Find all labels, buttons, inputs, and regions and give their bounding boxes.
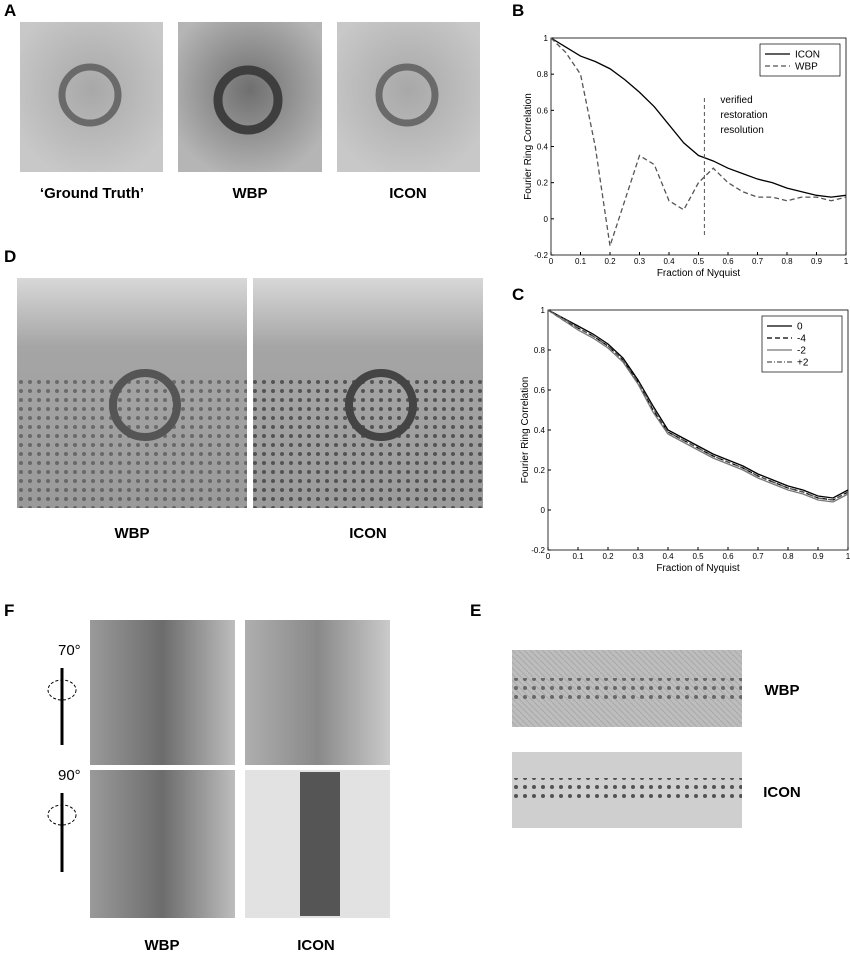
data-line (550, 37, 847, 247)
image-caption: ICON (297, 937, 335, 953)
image-tomogram-wbp (17, 278, 247, 508)
image-caption: ICON (763, 784, 801, 801)
y-tick-label: 0 (544, 215, 549, 224)
annotation: verified (720, 95, 752, 106)
y-tick-label: 1 (541, 306, 546, 315)
panel-label: B (512, 1, 524, 20)
x-axis-label: Fraction of Nyquist (657, 268, 741, 279)
image-90-icon (245, 770, 390, 918)
image-slab-icon (512, 752, 742, 828)
y-tick-label: 0.4 (534, 426, 546, 435)
x-tick-label: 0.5 (693, 257, 705, 266)
rotation-angle: 70° (58, 642, 81, 659)
y-tick-label: -0.2 (531, 546, 545, 555)
y-tick-label: 0.2 (534, 466, 546, 475)
x-tick-label: 0.7 (752, 257, 764, 266)
image-caption: WBP (233, 185, 268, 202)
image-caption: WBP (115, 525, 150, 542)
y-tick-label: 0 (541, 506, 546, 515)
y-tick-label: -0.2 (534, 251, 548, 260)
image-70-wbp (90, 620, 235, 765)
panel-label: D (4, 247, 16, 266)
y-tick-label: 0.4 (537, 143, 549, 152)
annotation: resolution (720, 125, 763, 136)
image-caption: ‘Ground Truth’ (40, 185, 144, 202)
x-tick-label: 0.8 (781, 257, 793, 266)
data-line (547, 309, 849, 499)
annotation: restoration (720, 110, 767, 121)
data-line (550, 37, 847, 198)
image-ground-truth (20, 22, 163, 172)
x-tick-label: 0.1 (572, 552, 584, 561)
y-tick-label: 0.8 (537, 70, 549, 79)
data-line (547, 309, 849, 501)
image-caption: ICON (349, 525, 387, 542)
x-tick-label: 0.5 (692, 552, 704, 561)
image-caption: WBP (145, 937, 180, 953)
image-slab-wbp (512, 650, 742, 727)
x-tick-label: 0.6 (722, 257, 734, 266)
image-caption: WBP (765, 682, 800, 699)
x-tick-label: 0.3 (634, 257, 646, 266)
x-tick-label: 0.4 (663, 257, 675, 266)
legend-label: -4 (797, 334, 806, 345)
legend-label: 0 (797, 322, 803, 333)
image-wbp (178, 22, 322, 172)
x-axis-label: Fraction of Nyquist (656, 563, 740, 574)
image-caption: ICON (389, 185, 427, 202)
rotation-angle: 90° (58, 767, 81, 784)
y-tick-label: 0.2 (537, 179, 549, 188)
x-tick-label: 0.9 (811, 257, 823, 266)
legend-label: ICON (795, 50, 820, 61)
x-tick-label: 0.1 (575, 257, 587, 266)
legend-label: +2 (797, 358, 809, 369)
x-tick-label: 0.7 (752, 552, 764, 561)
image-70-icon (245, 620, 390, 765)
panel-label: C (512, 285, 524, 304)
legend-label: -2 (797, 346, 806, 357)
x-tick-label: 0.4 (662, 552, 674, 561)
x-tick-label: 1 (844, 257, 849, 266)
x-tick-label: 0.8 (782, 552, 794, 561)
x-tick-label: 1 (846, 552, 850, 561)
y-tick-label: 0.6 (534, 386, 546, 395)
x-tick-label: 0.2 (602, 552, 614, 561)
data-line (547, 309, 849, 503)
x-tick-label: 0.9 (812, 552, 824, 561)
legend-box (759, 43, 841, 77)
y-axis-label: Fourier Ring Correlation (523, 93, 534, 200)
x-tick-label: 0 (546, 552, 551, 561)
legend-label: WBP (795, 62, 818, 73)
legend-box (761, 315, 843, 373)
panel-label: F (4, 601, 14, 620)
y-axis-label: Fourier Ring Correlation (520, 377, 531, 484)
x-tick-label: 0.2 (604, 257, 616, 266)
rotation-icon (47, 668, 77, 872)
y-tick-label: 0.8 (534, 346, 546, 355)
y-tick-label: 0.6 (537, 106, 549, 115)
panel-label: A (4, 1, 16, 20)
x-tick-label: 0.6 (722, 552, 734, 561)
image-90-wbp (90, 770, 235, 918)
image-tomogram-icon (253, 278, 483, 508)
image-icon (337, 22, 480, 172)
panel-label: E (470, 601, 481, 620)
x-tick-label: 0 (549, 257, 554, 266)
y-tick-label: 1 (544, 34, 549, 43)
x-tick-label: 0.3 (632, 552, 644, 561)
